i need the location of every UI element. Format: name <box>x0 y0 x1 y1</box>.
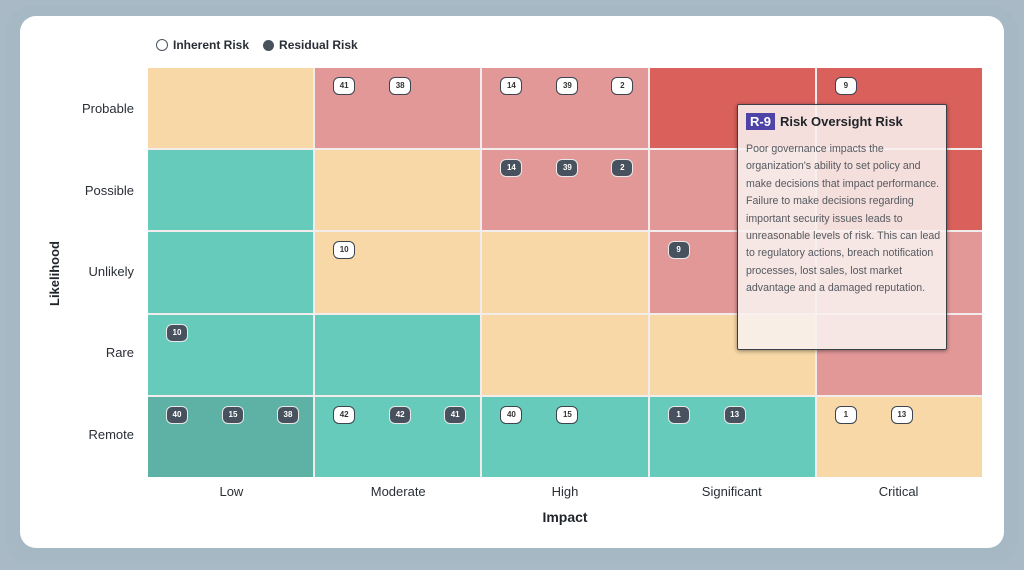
residual-risk-badge[interactable]: 15 <box>222 405 244 424</box>
inherent-risk-badge[interactable]: 41 <box>333 77 356 95</box>
y-label-remote: Remote <box>88 427 134 442</box>
residual-risk-badge[interactable]: 14 <box>500 159 523 178</box>
heatmap-cell <box>148 150 314 231</box>
heatmap-cell: 40 15 <box>482 396 648 477</box>
inherent-risk-badge[interactable]: 40 <box>500 405 523 424</box>
x-axis-title: Impact <box>542 509 588 525</box>
x-label-low: Low <box>219 484 244 499</box>
legend-residual-risk[interactable]: Residual Risk <box>263 38 358 52</box>
tooltip-header: R-9 Risk Oversight Risk <box>746 113 903 130</box>
risk-tooltip: R-9 Risk Oversight Risk Poor governance … <box>737 104 947 350</box>
residual-risk-badge[interactable]: 39 <box>556 159 579 178</box>
heatmap-cell: 42 42 41 <box>315 396 481 477</box>
x-label-moderate: Moderate <box>370 484 426 499</box>
x-axis-labels: Low Moderate High Significant Critical <box>148 484 982 499</box>
y-label-unlikely: Unlikely <box>88 264 134 279</box>
heatmap-cell: 10 <box>148 314 314 395</box>
filled-circle-icon <box>263 39 275 51</box>
legend-inherent-label: Inherent Risk <box>173 38 250 52</box>
x-label-significant: Significant <box>701 484 762 499</box>
inherent-risk-badge[interactable]: 9 <box>834 77 857 95</box>
heatmap-cell <box>148 68 314 149</box>
legend: Inherent Risk Residual Risk <box>156 38 358 52</box>
heatmap-cell: 40 15 38 <box>148 396 314 477</box>
heatmap-cell: 10 <box>315 232 481 313</box>
inherent-risk-badge[interactable]: 10 <box>333 241 356 260</box>
residual-risk-badge[interactable]: 1 <box>667 405 690 424</box>
y-label-probable: Probable <box>81 101 134 116</box>
residual-risk-badge[interactable]: 10 <box>166 323 188 342</box>
x-label-critical: Critical <box>878 484 919 499</box>
residual-risk-badge[interactable]: 41 <box>444 405 467 424</box>
heatmap-cell: 14 39 2 <box>482 150 648 231</box>
y-axis-labels: Probable Possible Unlikely Rare Remote <box>60 68 134 477</box>
y-label-possible: Possible <box>84 183 134 198</box>
residual-risk-badge[interactable]: 38 <box>277 405 299 424</box>
inherent-risk-badge[interactable]: 14 <box>500 77 523 95</box>
inherent-risk-badge[interactable]: 13 <box>890 405 913 424</box>
risk-title: Risk Oversight Risk <box>779 114 903 129</box>
inherent-risk-badge[interactable]: 39 <box>556 77 579 95</box>
open-circle-icon <box>156 39 168 51</box>
legend-inherent-risk[interactable]: Inherent Risk <box>156 38 249 52</box>
inherent-risk-badge[interactable]: 15 <box>556 405 579 424</box>
inherent-risk-badge[interactable]: 1 <box>834 405 857 424</box>
heatmap-cell <box>482 232 648 313</box>
x-label-high: High <box>551 484 579 499</box>
inherent-risk-badge[interactable]: 38 <box>389 77 412 95</box>
heatmap-cell <box>315 150 481 231</box>
legend-residual-label: Residual Risk <box>279 38 358 52</box>
heatmap-cell <box>148 232 314 313</box>
risk-id-badge: R-9 <box>746 113 775 130</box>
residual-risk-badge[interactable]: 9 <box>667 241 690 260</box>
inherent-risk-badge[interactable]: 42 <box>333 405 356 424</box>
risk-description: Poor governance impacts the organization… <box>746 143 941 295</box>
y-label-rare: Rare <box>105 345 134 360</box>
residual-risk-badge[interactable]: 2 <box>611 159 634 178</box>
heatmap-cell: 1 13 <box>816 396 982 477</box>
heatmap-cell: 41 38 <box>315 68 481 149</box>
inherent-risk-badge[interactable]: 2 <box>611 77 634 95</box>
heatmap-cell <box>482 314 648 395</box>
heatmap-cell: 1 13 <box>649 396 815 477</box>
residual-risk-badge[interactable]: 13 <box>723 405 746 424</box>
residual-risk-badge[interactable]: 40 <box>166 405 188 424</box>
heatmap-cell: 14 39 2 <box>482 68 648 149</box>
heatmap-cell <box>315 314 481 395</box>
residual-risk-badge[interactable]: 42 <box>389 405 412 424</box>
